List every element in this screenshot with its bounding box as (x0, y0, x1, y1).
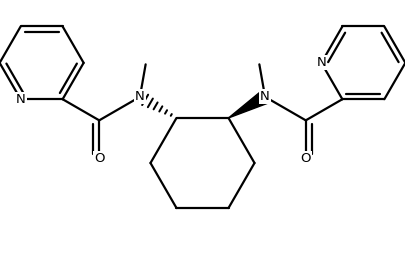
Text: O: O (94, 152, 104, 165)
Text: N: N (316, 56, 326, 69)
Text: N: N (16, 93, 26, 106)
Polygon shape (228, 91, 269, 118)
Text: N: N (260, 90, 270, 103)
Text: O: O (301, 152, 311, 165)
Text: N: N (135, 90, 145, 103)
